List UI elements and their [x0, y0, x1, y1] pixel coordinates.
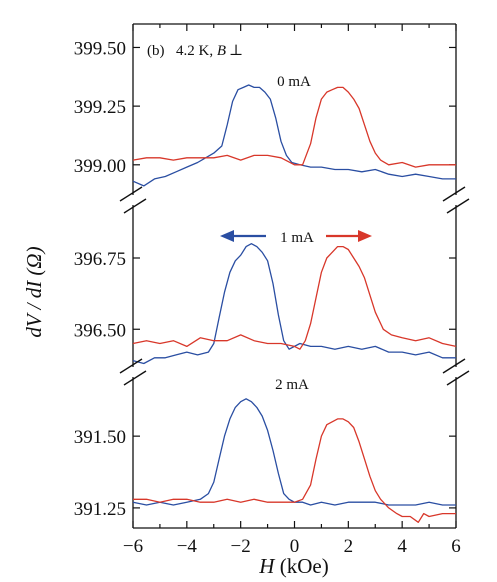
sweep-up-line — [133, 418, 456, 523]
axis-break-mark — [119, 358, 143, 374]
axis-break-gap — [131, 367, 135, 377]
y-tick-label: 396.75 — [74, 249, 126, 270]
sweep-up-arrowhead — [358, 230, 372, 242]
x-axis-unit: (kOe) — [280, 554, 329, 578]
condition-label: 4.2 K, B ⊥ — [176, 43, 243, 59]
axis-break-mark — [446, 370, 470, 386]
sweep-down-line — [132, 398, 456, 506]
y-axis-title: dV / dI (Ω) — [22, 246, 46, 337]
panel-label: (b) — [147, 43, 165, 59]
condition-text: 4.2 K, — [176, 43, 217, 59]
x-axis-title: H (kOe) — [258, 554, 328, 578]
y-tick-label: 391.50 — [74, 427, 126, 448]
y-tick-label: 399.50 — [74, 38, 126, 59]
axis-break-mark — [442, 358, 466, 374]
y-tick-label: 391.25 — [74, 499, 126, 520]
x-tick-label: −4 — [177, 536, 198, 557]
current-label: 1 mA — [280, 230, 314, 246]
y-tick-label: 399.25 — [74, 97, 126, 118]
plot-layer: −6 −4 −2 0 2 4 6 399.00 399.25 399.50 0 mA 396.50 39… — [74, 23, 470, 557]
axis-break-mark — [119, 186, 143, 202]
x-tick-label: 2 — [344, 536, 354, 557]
axis-break-gap — [131, 195, 135, 205]
sweep-down-arrowhead — [220, 230, 234, 242]
y-tick-label: 396.50 — [74, 320, 126, 341]
current-label: 2 mA — [275, 377, 309, 393]
sweep-up-line — [132, 86, 456, 168]
axis-break-gap — [454, 367, 458, 377]
axis-break-mark — [123, 370, 147, 386]
condition-orientation: ⊥ — [229, 43, 243, 59]
current-label: 0 mA — [277, 74, 311, 90]
sweep-down-line — [132, 84, 456, 187]
x-tick-label: −6 — [123, 536, 143, 557]
x-axis-symbol: H — [258, 554, 276, 578]
axis-break-mark — [123, 198, 147, 214]
axis-break-mark — [446, 198, 470, 214]
sweep-down-line — [132, 243, 456, 365]
x-tick-label: 0 — [290, 536, 300, 557]
sweep-up-line — [132, 245, 457, 350]
condition-field: B — [217, 43, 226, 59]
x-tick-label: 4 — [397, 536, 407, 557]
x-tick-label: 6 — [451, 536, 461, 557]
axis-break-gap — [454, 195, 458, 205]
y-tick-label: 399.00 — [74, 156, 126, 177]
axis-break-mark — [442, 186, 466, 202]
x-tick-label: −2 — [231, 536, 251, 557]
